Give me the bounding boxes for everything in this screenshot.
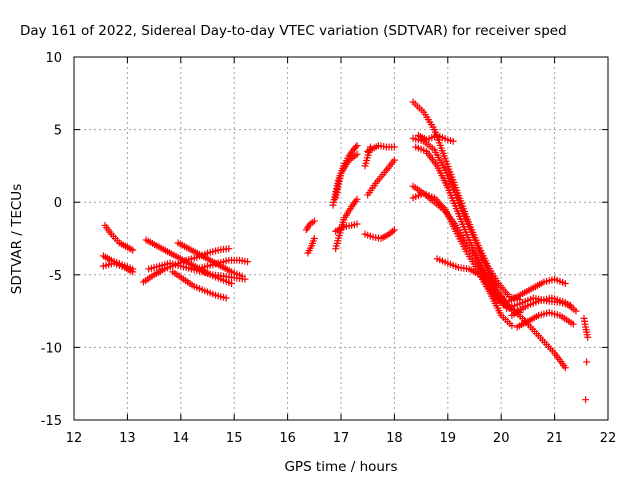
x-tick-label: 21 (546, 431, 563, 446)
axis-ticks: 12 13 14 15 16 17 18 19 20 21 22 10 5 0 -5 -10 -15 (41, 51, 617, 446)
series-arc-1 (101, 221, 137, 254)
data-point (390, 156, 398, 164)
data-point (310, 217, 318, 225)
data-point (390, 143, 398, 151)
data-point (508, 322, 516, 330)
data-point (583, 358, 591, 366)
series-arc-33 (582, 396, 590, 404)
series-arc-20 (409, 98, 524, 303)
y-tick-label: 0 (54, 196, 62, 211)
data-point (569, 320, 577, 328)
y-tick-label: 10 (45, 51, 62, 66)
x-tick-label: 13 (119, 431, 136, 446)
data-point (561, 280, 569, 288)
x-tick-label: 17 (333, 431, 350, 446)
plot-frame (73, 56, 609, 421)
data-point (353, 220, 361, 228)
x-tick-label: 15 (226, 431, 243, 446)
data-point (584, 333, 592, 341)
y-tick-label: -5 (49, 269, 62, 284)
series-arc-17 (364, 156, 398, 199)
series-arc-3 (99, 259, 137, 276)
data-point (366, 143, 374, 151)
series-arc-10 (302, 217, 318, 234)
series-arc-32 (583, 358, 591, 366)
series-arc-7 (169, 268, 230, 302)
data-point (582, 396, 590, 404)
series-arc-31 (580, 314, 592, 341)
data-point (129, 268, 137, 276)
data-point (353, 195, 361, 203)
chart-title: Day 161 of 2022, Sidereal Day-to-day VTE… (20, 23, 567, 39)
x-tick-label: 19 (440, 431, 457, 446)
series-arc-6 (145, 259, 249, 283)
series-arc-19 (361, 143, 374, 170)
data-point (572, 307, 580, 315)
y-tick-label: -10 (41, 341, 62, 356)
data-point (353, 150, 361, 158)
x-axis-label: GPS time / hours (284, 459, 397, 475)
series-arc-26 (433, 255, 516, 330)
y-axis-label: SDTVAR / TECUs (9, 184, 25, 294)
data-point (228, 280, 236, 288)
data-points (99, 98, 592, 404)
x-tick-label: 16 (279, 431, 296, 446)
data-point (390, 226, 398, 234)
data-point (310, 235, 318, 242)
data-point (238, 272, 246, 280)
series-arc-11 (304, 235, 318, 257)
series-arc-29 (508, 294, 580, 319)
data-point (222, 294, 230, 302)
x-tick-label: 22 (600, 431, 617, 446)
series-arc-15 (332, 220, 361, 235)
data-point (561, 364, 569, 372)
series-arc-23 (414, 131, 457, 145)
x-tick-label: 20 (493, 431, 510, 446)
series-arc-27 (505, 275, 569, 305)
x-tick-label: 18 (386, 431, 403, 446)
series-arc-9 (193, 256, 252, 273)
x-tick-label: 12 (66, 431, 83, 446)
data-point (449, 137, 457, 145)
y-tick-label: 5 (54, 124, 62, 139)
series-arc-30 (513, 309, 577, 331)
y-tick-label: -15 (41, 414, 62, 429)
data-point (129, 246, 137, 254)
series-arc-25 (409, 182, 569, 372)
data-point (244, 258, 252, 266)
series-arc-13 (332, 150, 361, 202)
x-tick-label: 14 (173, 431, 190, 446)
data-point (353, 142, 361, 150)
data-point (352, 143, 360, 151)
data-point (225, 245, 233, 253)
series-arc-16 (361, 226, 398, 242)
